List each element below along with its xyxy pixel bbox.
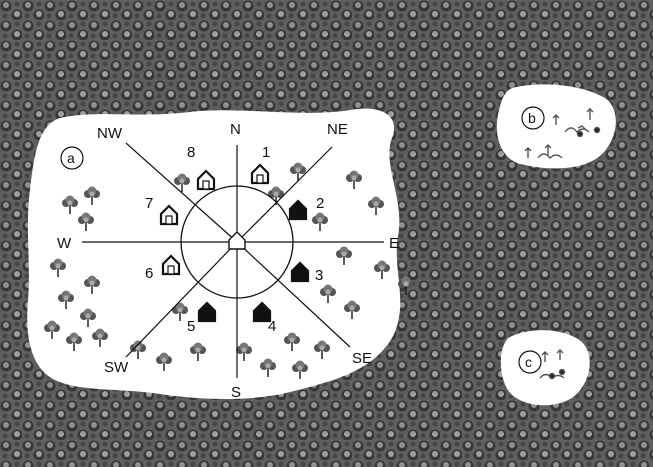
house-icon-3 xyxy=(290,261,310,283)
house-icon-7 xyxy=(159,204,179,226)
svg-text:a: a xyxy=(67,150,75,166)
house-number-3: 3 xyxy=(315,267,323,284)
house-number-4: 4 xyxy=(268,318,276,335)
house-number-6: 6 xyxy=(145,265,153,282)
house-icon-center xyxy=(228,231,246,250)
clearing-a xyxy=(27,108,401,400)
grass-icon xyxy=(521,108,601,380)
direction-NE: NE xyxy=(327,121,348,138)
house-icon-5 xyxy=(197,301,217,323)
house-icon-4 xyxy=(252,301,272,323)
houses xyxy=(159,163,310,323)
compass-rays xyxy=(82,142,384,378)
direction-S: S xyxy=(231,384,241,401)
direction-SW: SW xyxy=(104,359,129,376)
region-label-b: b xyxy=(521,106,545,130)
house-number-1: 1 xyxy=(262,144,270,161)
direction-W: W xyxy=(57,235,72,252)
house-icon-6 xyxy=(161,254,181,276)
direction-SE: SE xyxy=(352,350,372,367)
svg-text:b: b xyxy=(528,110,536,126)
house-number-5: 5 xyxy=(187,318,195,335)
house-number-2: 2 xyxy=(316,195,324,212)
house-number-7: 7 xyxy=(145,195,153,212)
clearing-b xyxy=(496,84,616,169)
direction-N: N xyxy=(230,121,241,138)
house-icon-8 xyxy=(196,169,216,191)
house-number-labels: 1 2 3 4 5 6 7 8 xyxy=(145,144,324,335)
region-label-c: c xyxy=(518,350,542,374)
svg-text:c: c xyxy=(525,354,532,370)
house-number-8: 8 xyxy=(187,144,195,161)
house-icon-2 xyxy=(288,199,308,221)
clearing-c xyxy=(500,330,590,406)
direction-NW: NW xyxy=(97,125,123,142)
direction-E: E xyxy=(389,235,399,252)
compass-circle xyxy=(180,185,294,299)
compass-labels: N NE E SE S SW W NW xyxy=(57,121,399,401)
house-icon-1 xyxy=(250,163,270,185)
region-label-a: a xyxy=(60,146,84,170)
